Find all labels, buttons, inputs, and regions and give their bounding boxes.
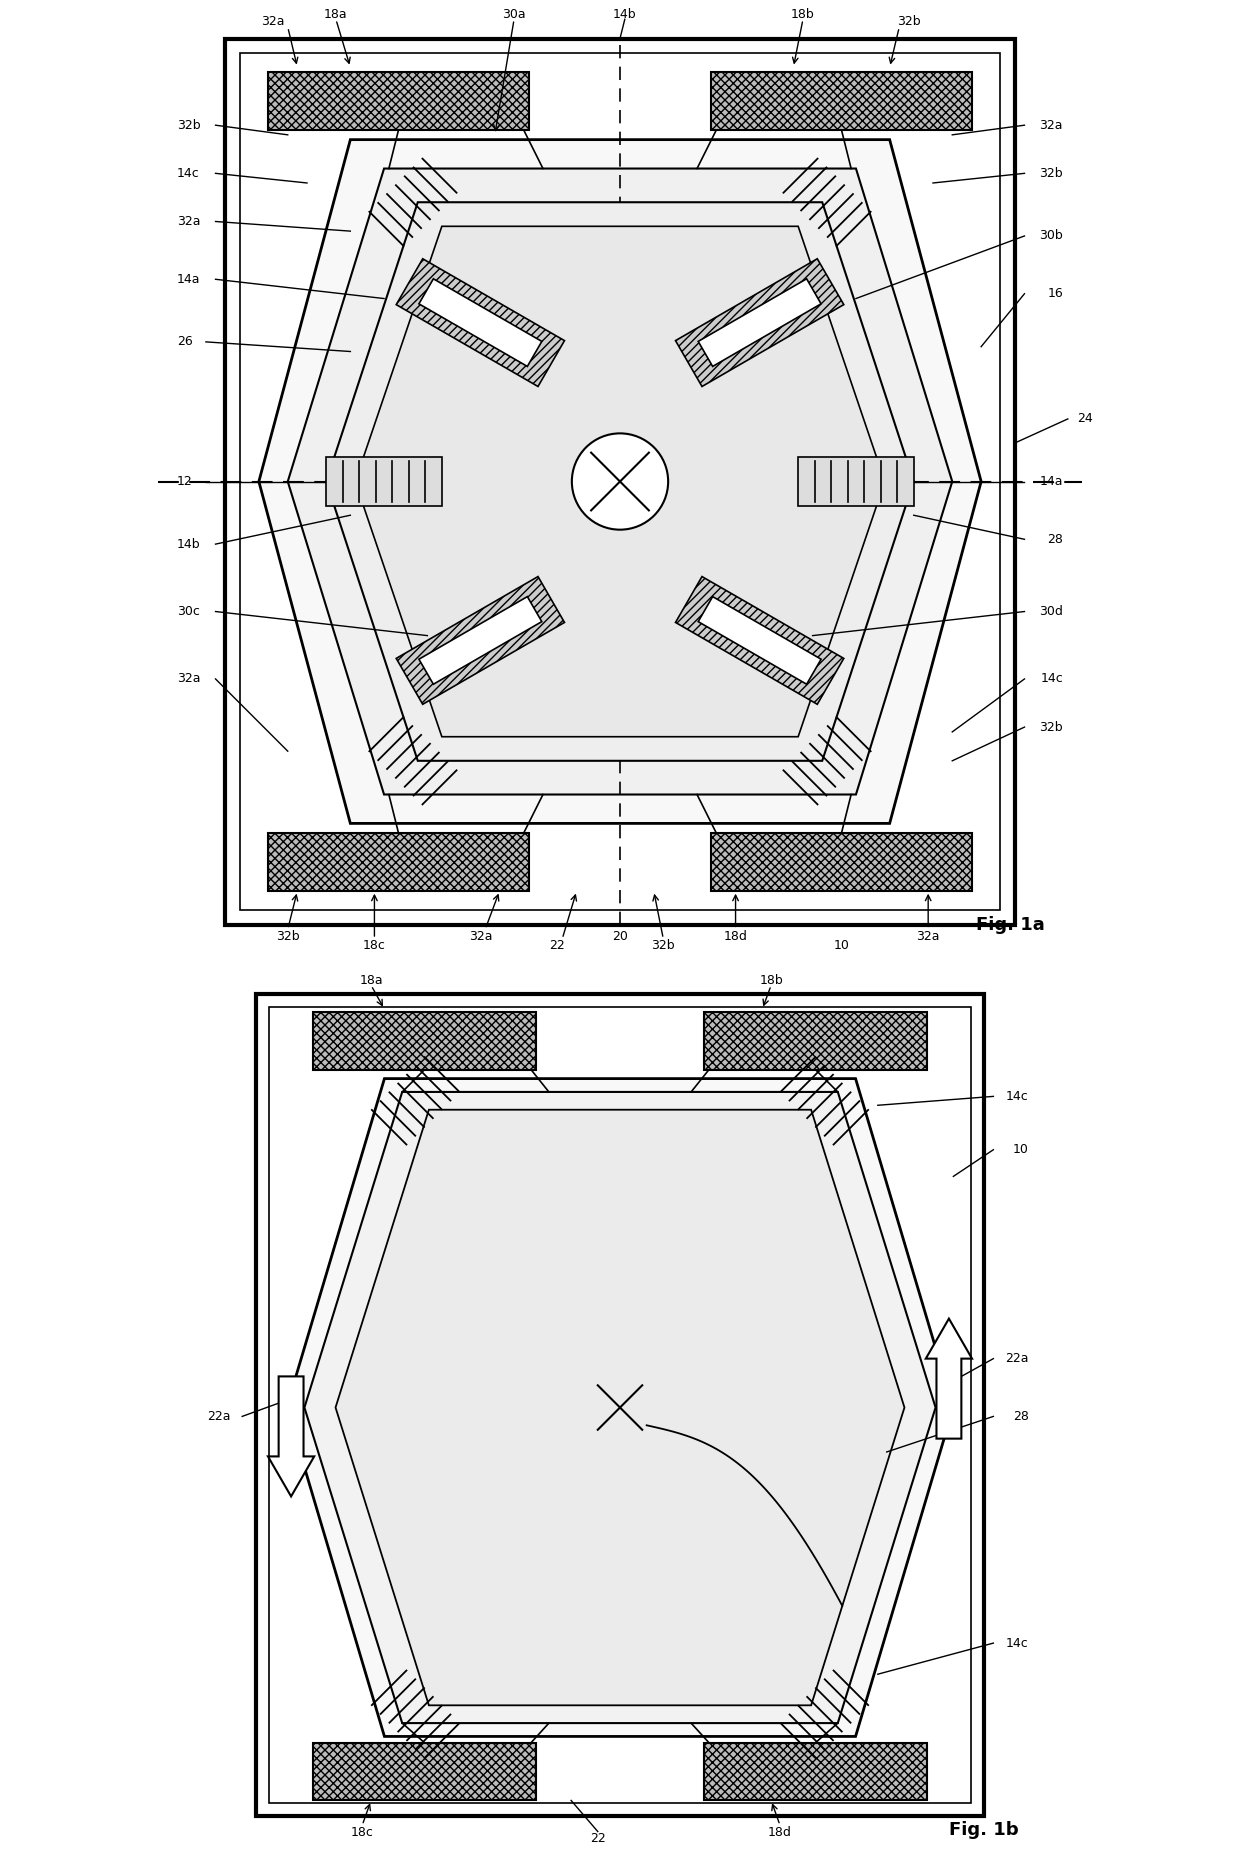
Text: 16: 16 (1048, 287, 1063, 300)
Text: 14c: 14c (1006, 1089, 1029, 1104)
Text: 32a: 32a (177, 672, 201, 685)
Polygon shape (676, 576, 843, 704)
Bar (799, 457, 914, 506)
Polygon shape (419, 596, 542, 683)
Text: 20: 20 (613, 930, 627, 943)
Bar (712, 833, 971, 891)
Bar (704, 1743, 926, 1800)
Text: 32b: 32b (1039, 720, 1063, 733)
Text: 18c: 18c (363, 939, 386, 952)
Text: Fig. 1b: Fig. 1b (949, 1821, 1018, 1839)
Text: 14b: 14b (177, 537, 201, 550)
Bar (269, 72, 528, 130)
Text: 10: 10 (833, 939, 849, 952)
Polygon shape (355, 226, 885, 737)
Text: 30d: 30d (1039, 606, 1063, 619)
Text: 14a: 14a (177, 272, 201, 285)
Text: 30c: 30c (177, 606, 200, 619)
Polygon shape (698, 280, 821, 367)
Text: Fig. 1a: Fig. 1a (976, 915, 1045, 933)
Text: 12: 12 (177, 474, 192, 489)
Bar (255, 995, 985, 1817)
Bar (712, 72, 971, 130)
Bar (712, 72, 971, 130)
Polygon shape (286, 1078, 954, 1737)
Circle shape (572, 433, 668, 530)
Text: 24: 24 (1078, 413, 1094, 426)
Bar (269, 833, 528, 891)
Bar (704, 1011, 926, 1070)
Bar (239, 54, 1001, 909)
Text: 22a: 22a (1006, 1352, 1029, 1365)
Text: 18b: 18b (791, 7, 815, 20)
Text: 18c: 18c (351, 1826, 373, 1839)
Polygon shape (336, 1109, 904, 1706)
Text: 32b: 32b (177, 119, 201, 131)
Polygon shape (397, 576, 564, 704)
Text: 32b: 32b (651, 939, 675, 952)
Text: 28: 28 (1013, 1409, 1029, 1422)
Text: 18a: 18a (324, 7, 347, 20)
Polygon shape (676, 259, 843, 387)
Text: 22a: 22a (207, 1409, 231, 1422)
Text: 22: 22 (590, 1832, 605, 1845)
Text: 30a: 30a (502, 7, 526, 20)
Bar (314, 1011, 536, 1070)
Bar (314, 1743, 536, 1800)
Bar (704, 1011, 926, 1070)
Polygon shape (288, 169, 952, 795)
FancyArrow shape (926, 1319, 972, 1439)
Polygon shape (326, 202, 914, 761)
Text: 10: 10 (1013, 1143, 1029, 1156)
Text: 32a: 32a (177, 215, 201, 228)
Text: 28: 28 (1047, 533, 1063, 546)
Bar (712, 833, 971, 891)
Polygon shape (698, 596, 821, 683)
Bar (269, 1007, 971, 1804)
FancyArrow shape (268, 1376, 314, 1496)
Text: 32a: 32a (469, 930, 492, 943)
Polygon shape (304, 1093, 936, 1722)
Bar (326, 457, 441, 506)
Text: 32a: 32a (262, 15, 285, 28)
Polygon shape (419, 280, 542, 367)
Text: 26: 26 (177, 335, 192, 348)
Text: 14c: 14c (1040, 672, 1063, 685)
Text: 18b: 18b (759, 974, 782, 987)
Polygon shape (259, 139, 981, 824)
Text: 32a: 32a (916, 930, 940, 943)
Text: 32a: 32a (1039, 119, 1063, 131)
Text: 14b: 14b (613, 7, 636, 20)
Text: 22: 22 (549, 939, 565, 952)
Bar (314, 1743, 536, 1800)
Text: 18d: 18d (768, 1826, 792, 1839)
Bar (314, 1011, 536, 1070)
Bar (226, 39, 1014, 924)
Bar (269, 833, 528, 891)
Bar (704, 1743, 926, 1800)
Bar (269, 72, 528, 130)
Text: 18d: 18d (724, 930, 748, 943)
Text: 32b: 32b (277, 930, 300, 943)
Text: 32b: 32b (1039, 167, 1063, 180)
Text: 32b: 32b (897, 15, 921, 28)
Polygon shape (397, 259, 564, 387)
Text: 14c: 14c (1006, 1637, 1029, 1650)
Text: 14c: 14c (177, 167, 200, 180)
Text: 18a: 18a (360, 974, 383, 987)
Text: 14a: 14a (1039, 474, 1063, 489)
Text: 30b: 30b (1039, 230, 1063, 243)
